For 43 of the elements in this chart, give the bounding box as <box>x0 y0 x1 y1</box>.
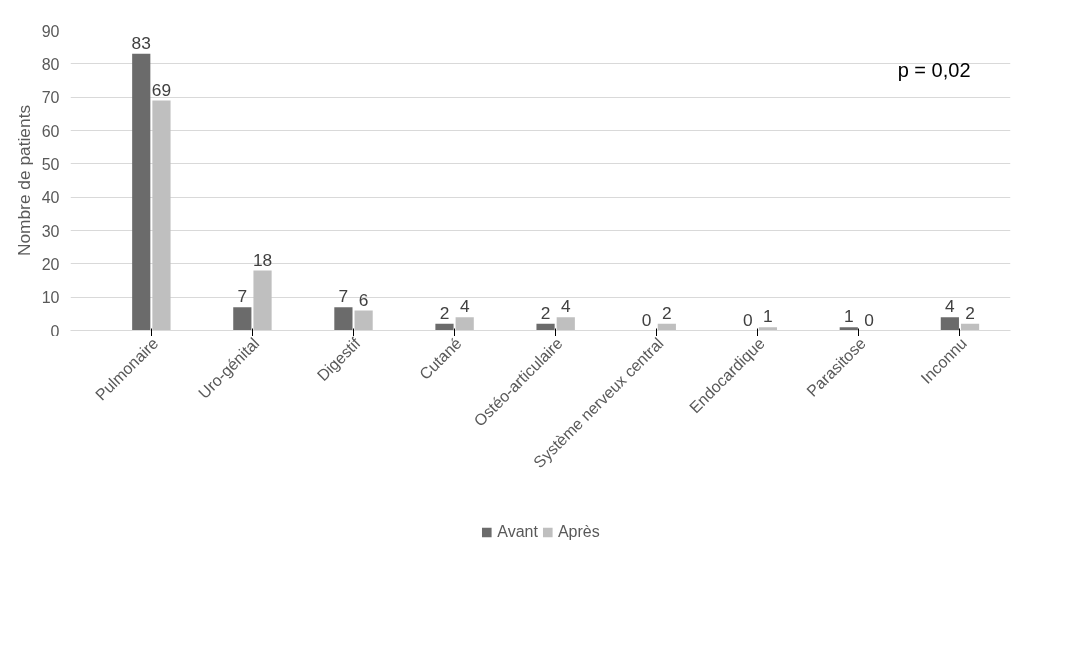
y-tick-label: 70 <box>41 89 60 107</box>
bar <box>435 323 454 331</box>
data-label: 83 <box>131 32 151 53</box>
bar <box>940 317 959 331</box>
data-label: 1 <box>763 306 773 327</box>
y-tick-label: 90 <box>41 22 60 40</box>
data-label: 0 <box>864 309 874 330</box>
data-label: 2 <box>439 302 450 323</box>
data-label: 4 <box>945 296 956 317</box>
data-label: 2 <box>965 302 975 323</box>
data-label: 7 <box>237 286 248 307</box>
legend-label: Avant <box>497 523 538 541</box>
legend-label: Après <box>557 523 600 541</box>
bar <box>334 307 353 331</box>
y-tick-label: 60 <box>41 122 60 140</box>
y-axis-title: Nombre de patients <box>13 104 34 257</box>
y-tick-label: 20 <box>41 255 60 273</box>
annotation: p = 0,02 <box>897 58 971 81</box>
bar <box>536 323 555 331</box>
data-label: 69 <box>151 79 172 100</box>
data-label: 4 <box>459 296 470 317</box>
data-label: 4 <box>560 296 571 317</box>
bar <box>132 53 151 331</box>
data-label: 2 <box>540 302 551 323</box>
bar <box>233 307 252 331</box>
bar <box>354 310 373 331</box>
bar <box>253 270 272 331</box>
data-label: 18 <box>252 249 273 270</box>
data-label: 0 <box>742 309 753 330</box>
y-tick-label: 30 <box>41 222 60 240</box>
y-tick-label: 0 <box>50 322 60 340</box>
bar <box>556 317 575 331</box>
data-label: 0 <box>641 309 652 330</box>
bar <box>152 100 171 331</box>
data-label: 2 <box>662 302 672 323</box>
bar <box>455 317 474 331</box>
data-label: 7 <box>338 286 349 307</box>
y-tick-label: 40 <box>41 189 60 207</box>
y-tick-label: 80 <box>41 55 60 73</box>
y-tick-label: 10 <box>41 289 60 307</box>
data-label: 1 <box>843 306 854 327</box>
data-label: 6 <box>358 289 369 310</box>
y-tick-label: 50 <box>41 155 60 173</box>
